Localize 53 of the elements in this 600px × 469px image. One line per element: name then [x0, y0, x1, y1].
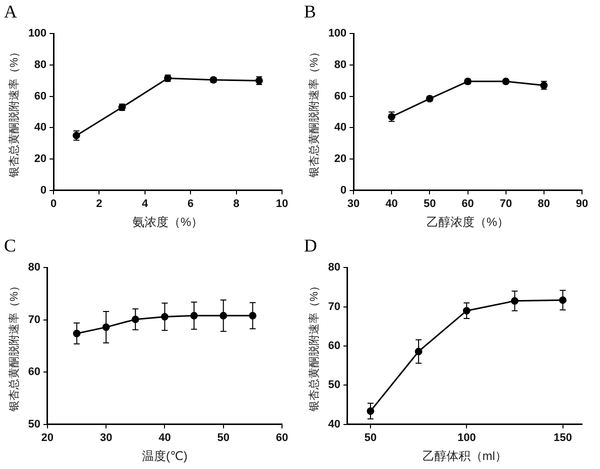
x-tick-label: 90 [576, 198, 588, 210]
y-tick-label: 100 [328, 28, 347, 40]
y-axis-title: 银杏总黄酮脱附速率（%） [8, 280, 21, 412]
x-tick-label: 2 [96, 198, 102, 210]
x-tick-label: 100 [457, 432, 476, 444]
x-tick-label: 10 [276, 198, 288, 210]
y-axis-title: 银杏总黄酮脱附速率（%） [8, 46, 21, 178]
x-tick-label: 30 [347, 198, 360, 210]
x-axis-title: 乙醇体积（ml） [422, 449, 508, 464]
y-tick-label: 60 [34, 90, 47, 102]
y-tick-label: 100 [28, 28, 47, 40]
x-tick-label: 8 [233, 198, 240, 210]
y-tick-label: 0 [340, 184, 347, 196]
y-tick-label: 80 [328, 262, 340, 274]
x-tick-label: 60 [276, 432, 288, 444]
y-tick-label: 40 [328, 418, 340, 430]
y-tick-label: 40 [334, 122, 347, 134]
x-tick-label: 4 [142, 198, 149, 210]
y-tick-label: 20 [334, 153, 347, 166]
chart-title: A [4, 2, 17, 22]
x-tick-label: 60 [462, 198, 474, 210]
y-tick-label: 60 [28, 366, 40, 378]
x-axis-title: 氨浓度（%） [132, 215, 204, 230]
x-axis-title: 温度(℃) [142, 449, 188, 464]
y-tick-label: 0 [40, 184, 47, 196]
x-tick-label: 50 [217, 432, 230, 444]
y-tick-label: 70 [28, 314, 40, 326]
x-tick-label: 0 [50, 198, 57, 210]
x-tick-label: 30 [100, 432, 112, 444]
x-tick-label: 50 [424, 198, 436, 210]
chart-title: B [304, 2, 316, 22]
y-tick-label: 60 [328, 340, 340, 352]
x-tick-label: 40 [158, 432, 171, 444]
y-tick-label: 80 [28, 262, 40, 274]
x-tick-label: 50 [364, 432, 377, 444]
y-tick-label: 60 [334, 90, 347, 102]
x-axis-title: 乙醇浓度（%） [426, 215, 510, 230]
chart-title: C [4, 236, 16, 256]
chart-title: D [304, 236, 317, 256]
y-tick-label: 40 [34, 122, 47, 134]
y-tick-label: 20 [34, 153, 47, 166]
y-axis-title: 银杏总黄酮脱附速率（%） [308, 46, 321, 178]
y-axis-title: 银杏总黄酮脱附速率（%） [308, 280, 321, 412]
x-tick-label: 40 [386, 198, 398, 210]
y-tick-label: 50 [28, 418, 40, 430]
x-tick-label: 70 [500, 198, 512, 210]
x-tick-label: 6 [188, 198, 194, 210]
x-tick-label: 80 [538, 198, 550, 210]
y-tick-label: 50 [328, 379, 340, 392]
y-tick-label: 80 [34, 58, 47, 71]
y-tick-label: 70 [328, 300, 340, 313]
y-tick-label: 80 [334, 58, 347, 71]
x-tick-label: 150 [554, 432, 572, 444]
